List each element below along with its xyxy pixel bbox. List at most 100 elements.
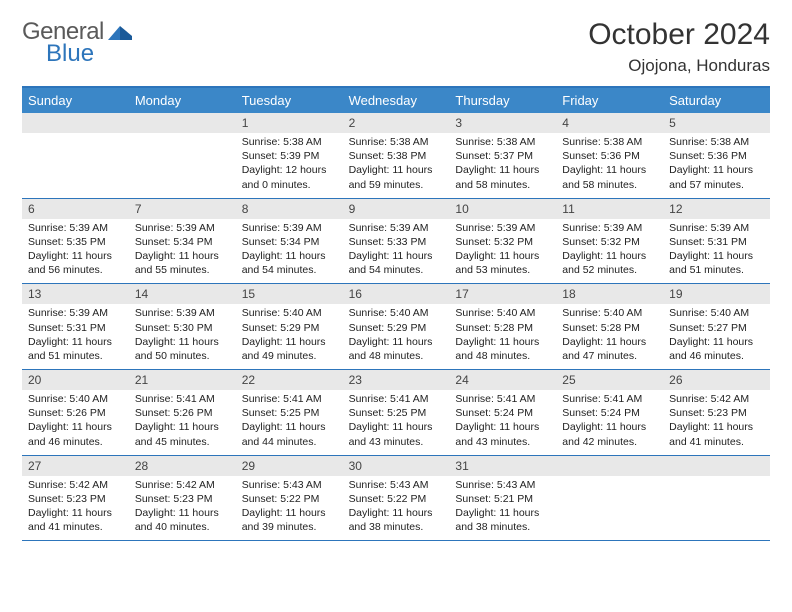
sunset-line: Sunset: 5:39 PM [242,149,337,163]
daylight-line: Daylight: 11 hours and 40 minutes. [135,506,230,534]
day-number: 20 [22,370,129,390]
daylight-line: Daylight: 11 hours and 58 minutes. [562,163,657,191]
week-daynum-row: 2728293031 [22,456,770,476]
sunrise-line: Sunrise: 5:39 AM [669,221,764,235]
day-header: Saturday [663,88,770,113]
day-details: Sunrise: 5:43 AMSunset: 5:22 PMDaylight:… [236,476,343,541]
daylight-line: Daylight: 11 hours and 41 minutes. [669,420,764,448]
sunrise-line: Sunrise: 5:38 AM [349,135,444,149]
day-number [556,456,663,476]
day-number: 5 [663,113,770,133]
sunset-line: Sunset: 5:36 PM [562,149,657,163]
daylight-line: Daylight: 12 hours and 0 minutes. [242,163,337,191]
sunset-line: Sunset: 5:24 PM [455,406,550,420]
day-details: Sunrise: 5:40 AMSunset: 5:26 PMDaylight:… [22,390,129,455]
sunset-line: Sunset: 5:38 PM [349,149,444,163]
sunrise-line: Sunrise: 5:39 AM [28,306,123,320]
day-number: 10 [449,199,556,219]
sunrise-line: Sunrise: 5:38 AM [242,135,337,149]
day-number [129,113,236,133]
day-details: Sunrise: 5:38 AMSunset: 5:37 PMDaylight:… [449,133,556,198]
daylight-line: Daylight: 11 hours and 55 minutes. [135,249,230,277]
day-details: Sunrise: 5:40 AMSunset: 5:27 PMDaylight:… [663,304,770,369]
daylight-line: Daylight: 11 hours and 43 minutes. [455,420,550,448]
week-row: 2728293031 Sunrise: 5:42 AMSunset: 5:23 … [22,456,770,542]
brand-name-b: Blue [46,40,94,68]
sunrise-line: Sunrise: 5:41 AM [455,392,550,406]
day-details [663,476,770,541]
day-header: Sunday [22,88,129,113]
sunrise-line: Sunrise: 5:40 AM [242,306,337,320]
day-header-row: Sunday Monday Tuesday Wednesday Thursday… [22,88,770,113]
day-header: Wednesday [343,88,450,113]
daylight-line: Daylight: 11 hours and 38 minutes. [455,506,550,534]
week-details-row: Sunrise: 5:39 AMSunset: 5:31 PMDaylight:… [22,304,770,369]
day-details: Sunrise: 5:42 AMSunset: 5:23 PMDaylight:… [22,476,129,541]
sunset-line: Sunset: 5:23 PM [669,406,764,420]
day-number: 31 [449,456,556,476]
daylight-line: Daylight: 11 hours and 53 minutes. [455,249,550,277]
sunset-line: Sunset: 5:21 PM [455,492,550,506]
day-details: Sunrise: 5:42 AMSunset: 5:23 PMDaylight:… [663,390,770,455]
sunset-line: Sunset: 5:25 PM [349,406,444,420]
day-details: Sunrise: 5:39 AMSunset: 5:33 PMDaylight:… [343,219,450,284]
week-details-row: Sunrise: 5:39 AMSunset: 5:35 PMDaylight:… [22,219,770,284]
daylight-line: Daylight: 11 hours and 50 minutes. [135,335,230,363]
sunset-line: Sunset: 5:28 PM [562,321,657,335]
sunrise-line: Sunrise: 5:42 AM [135,478,230,492]
sunrise-line: Sunrise: 5:39 AM [135,221,230,235]
day-number: 9 [343,199,450,219]
sunset-line: Sunset: 5:26 PM [135,406,230,420]
day-details: Sunrise: 5:41 AMSunset: 5:24 PMDaylight:… [556,390,663,455]
day-number: 4 [556,113,663,133]
week-row: 6789101112Sunrise: 5:39 AMSunset: 5:35 P… [22,199,770,285]
day-details: Sunrise: 5:38 AMSunset: 5:36 PMDaylight:… [556,133,663,198]
sunset-line: Sunset: 5:35 PM [28,235,123,249]
daylight-line: Daylight: 11 hours and 58 minutes. [455,163,550,191]
sunrise-line: Sunrise: 5:40 AM [562,306,657,320]
sunrise-line: Sunrise: 5:39 AM [28,221,123,235]
sunrise-line: Sunrise: 5:39 AM [562,221,657,235]
calendar-grid: Sunday Monday Tuesday Wednesday Thursday… [22,86,770,541]
sunset-line: Sunset: 5:23 PM [28,492,123,506]
sunrise-line: Sunrise: 5:43 AM [455,478,550,492]
week-daynum-row: 12345 [22,113,770,133]
sunrise-line: Sunrise: 5:41 AM [349,392,444,406]
daylight-line: Daylight: 11 hours and 49 minutes. [242,335,337,363]
week-row: 12345 Sunrise: 5:38 AMSunset: 5:39 PMDay… [22,113,770,199]
sunrise-line: Sunrise: 5:41 AM [242,392,337,406]
day-details: Sunrise: 5:39 AMSunset: 5:31 PMDaylight:… [663,219,770,284]
day-number: 21 [129,370,236,390]
day-details: Sunrise: 5:39 AMSunset: 5:34 PMDaylight:… [129,219,236,284]
sunset-line: Sunset: 5:32 PM [455,235,550,249]
sunrise-line: Sunrise: 5:39 AM [135,306,230,320]
day-number: 13 [22,284,129,304]
daylight-line: Daylight: 11 hours and 56 minutes. [28,249,123,277]
day-details: Sunrise: 5:39 AMSunset: 5:35 PMDaylight:… [22,219,129,284]
brand-mark-icon [106,22,134,42]
day-header: Friday [556,88,663,113]
day-number: 27 [22,456,129,476]
day-details [556,476,663,541]
week-details-row: Sunrise: 5:40 AMSunset: 5:26 PMDaylight:… [22,390,770,455]
sunset-line: Sunset: 5:29 PM [242,321,337,335]
daylight-line: Daylight: 11 hours and 47 minutes. [562,335,657,363]
week-details-row: Sunrise: 5:42 AMSunset: 5:23 PMDaylight:… [22,476,770,541]
day-details: Sunrise: 5:39 AMSunset: 5:30 PMDaylight:… [129,304,236,369]
daylight-line: Daylight: 11 hours and 48 minutes. [455,335,550,363]
day-number: 30 [343,456,450,476]
sunrise-line: Sunrise: 5:42 AM [28,478,123,492]
day-details: Sunrise: 5:41 AMSunset: 5:25 PMDaylight:… [236,390,343,455]
sunrise-line: Sunrise: 5:39 AM [455,221,550,235]
day-number: 19 [663,284,770,304]
day-details: Sunrise: 5:39 AMSunset: 5:34 PMDaylight:… [236,219,343,284]
day-details: Sunrise: 5:40 AMSunset: 5:29 PMDaylight:… [236,304,343,369]
sunrise-line: Sunrise: 5:38 AM [562,135,657,149]
day-number: 12 [663,199,770,219]
sunset-line: Sunset: 5:36 PM [669,149,764,163]
day-details: Sunrise: 5:43 AMSunset: 5:22 PMDaylight:… [343,476,450,541]
day-number [663,456,770,476]
sunset-line: Sunset: 5:22 PM [242,492,337,506]
day-details: Sunrise: 5:38 AMSunset: 5:39 PMDaylight:… [236,133,343,198]
week-daynum-row: 6789101112 [22,199,770,219]
